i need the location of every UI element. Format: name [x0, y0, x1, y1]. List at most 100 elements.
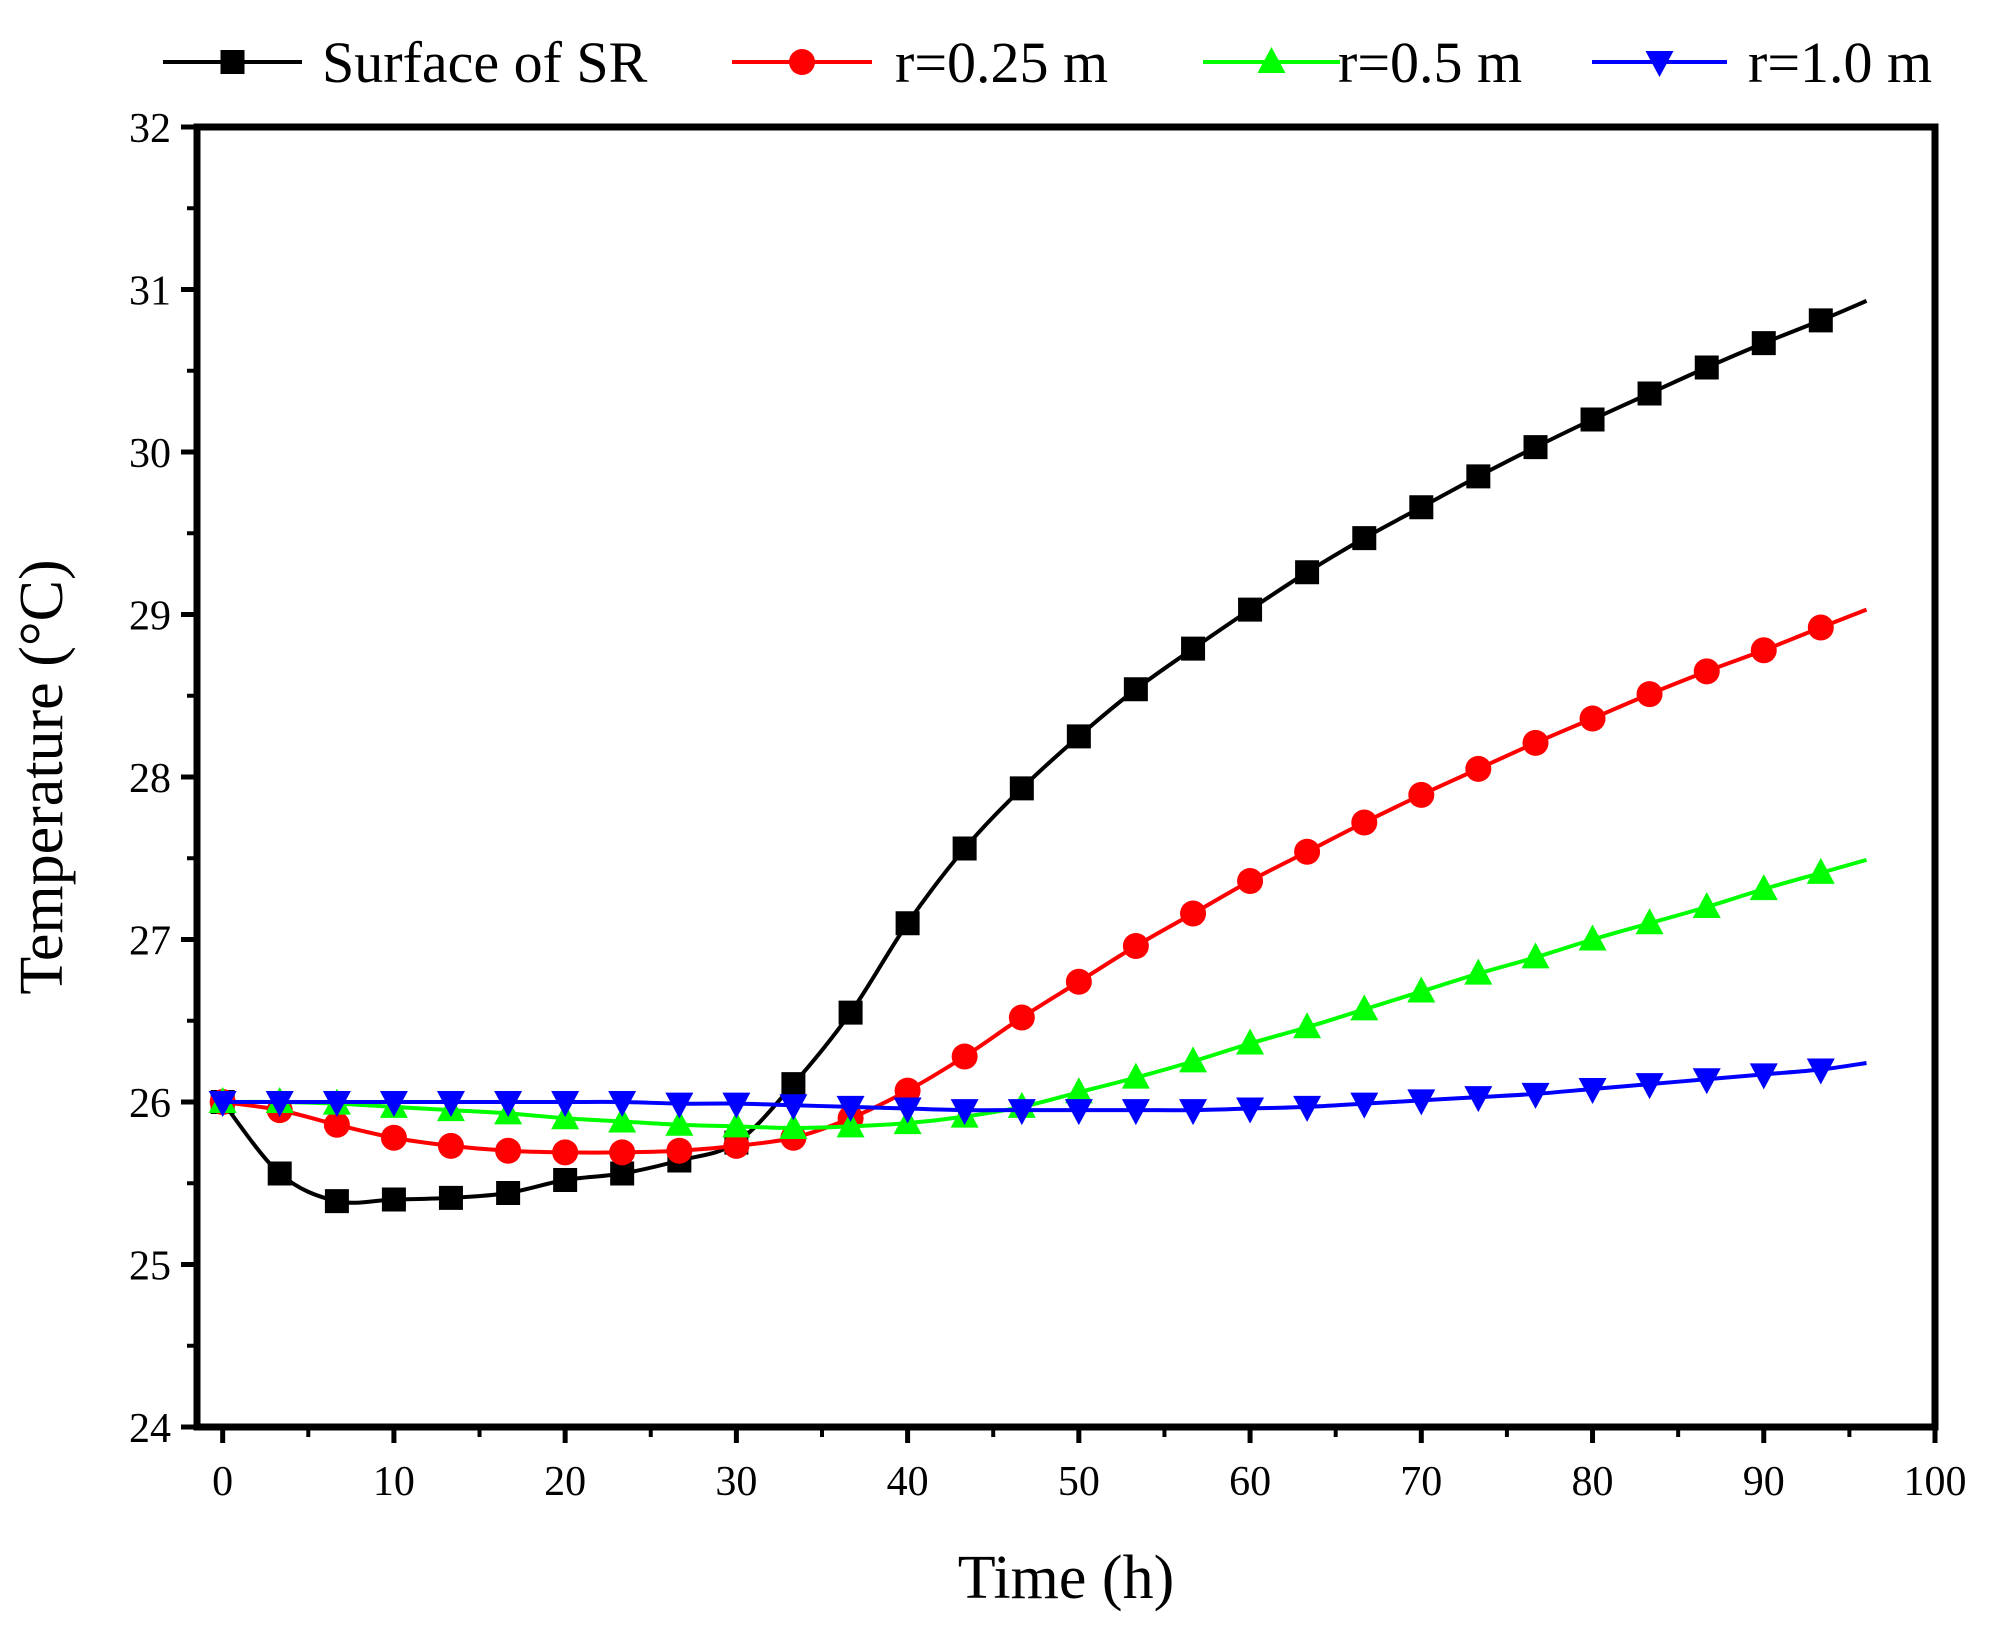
x-tick-label: 40	[887, 1459, 929, 1505]
data-point	[1064, 1099, 1093, 1126]
data-point	[951, 1043, 978, 1070]
data-point	[893, 1097, 922, 1124]
x-tick-label: 30	[715, 1459, 757, 1505]
y-tick-label: 24	[129, 1406, 171, 1452]
y-tick-label: 26	[129, 1081, 171, 1127]
y-tick-label: 29	[129, 594, 171, 640]
legend-label: r=0.25 m	[895, 30, 1108, 95]
data-point	[1407, 1089, 1436, 1116]
data-point	[722, 1092, 751, 1119]
data-point	[1179, 1099, 1208, 1126]
data-point	[1464, 958, 1493, 985]
data-point	[1693, 658, 1720, 685]
legend-marker	[1257, 47, 1286, 73]
y-axis-title: Temperature (°C)	[8, 559, 76, 994]
data-point	[323, 1111, 350, 1138]
data-point	[1521, 942, 1550, 969]
tick-labels: 0 10 20 30 40 50 60 70 80 90 100 24 25 26 27 28 29 30 31 32	[129, 106, 1967, 1505]
data-point	[1236, 1097, 1265, 1124]
data-point	[666, 1137, 693, 1164]
y-tick-label: 30	[129, 431, 171, 477]
data-point	[1750, 637, 1777, 664]
data-point	[665, 1109, 694, 1136]
plot-series	[208, 299, 1868, 1214]
y-tick-label: 32	[129, 106, 171, 152]
data-point	[1008, 1004, 1035, 1031]
series-1	[209, 607, 1868, 1166]
legend-marker	[789, 49, 815, 75]
data-point	[1295, 560, 1320, 585]
data-point	[495, 1137, 522, 1164]
legend-marker	[220, 50, 245, 74]
data-point	[496, 1181, 521, 1205]
data-point	[1237, 868, 1264, 894]
x-tick-label: 0	[212, 1459, 233, 1505]
data-point	[1751, 331, 1776, 356]
x-tick-label: 70	[1400, 1459, 1442, 1505]
data-point	[1637, 381, 1662, 406]
data-point	[381, 1187, 406, 1212]
legend-item: Surface of SR	[163, 30, 648, 95]
data-point	[895, 911, 920, 936]
data-point	[1578, 924, 1607, 951]
x-tick-label: 100	[1904, 1459, 1967, 1505]
data-point	[722, 1111, 751, 1138]
data-point	[1523, 435, 1548, 460]
data-point	[1749, 874, 1778, 901]
data-point	[1065, 968, 1092, 995]
data-point	[1350, 994, 1379, 1021]
legend-marker	[1645, 51, 1674, 77]
data-point	[838, 1000, 863, 1025]
data-point	[208, 1091, 237, 1117]
data-point	[1121, 1099, 1150, 1126]
y-tick-label: 27	[129, 919, 171, 965]
legend-item: r=1.0 m	[1592, 30, 1932, 95]
legend: Surface of SR r=0.25 m r=0.5 m r=1.0 m	[163, 30, 1932, 95]
data-point	[438, 1185, 463, 1210]
data-point	[1293, 1095, 1322, 1122]
data-point	[1580, 407, 1605, 432]
data-point	[1464, 1086, 1493, 1113]
data-point	[1407, 976, 1436, 1003]
data-point	[1806, 1058, 1835, 1085]
x-tick-label: 90	[1743, 1459, 1785, 1505]
data-point	[1692, 1068, 1721, 1095]
data-point	[609, 1139, 636, 1166]
y-tick-label: 31	[129, 269, 171, 315]
data-point	[836, 1111, 865, 1138]
data-point	[1806, 857, 1835, 884]
data-point	[1064, 1077, 1093, 1104]
series-3	[208, 1058, 1867, 1126]
data-point	[1236, 1028, 1265, 1055]
data-point	[781, 1072, 806, 1097]
data-point	[551, 1091, 580, 1117]
x-axis-title: Time (h)	[958, 1544, 1174, 1612]
data-point	[1009, 776, 1034, 801]
data-point	[552, 1139, 579, 1166]
x-tick-label: 60	[1229, 1459, 1271, 1505]
data-point	[779, 1094, 808, 1121]
data-point	[1351, 809, 1378, 836]
data-point	[836, 1095, 865, 1122]
data-point	[1066, 724, 1091, 749]
data-point	[437, 1132, 464, 1159]
x-tick-label: 50	[1058, 1459, 1100, 1505]
data-point	[1465, 755, 1492, 782]
data-point	[267, 1161, 292, 1186]
data-point	[1007, 1099, 1036, 1126]
y-tick-label: 28	[129, 756, 171, 802]
data-point	[1636, 681, 1663, 708]
data-point	[1579, 705, 1606, 732]
data-point	[380, 1124, 407, 1151]
data-point	[894, 1077, 921, 1104]
data-point	[950, 1099, 979, 1126]
series-line	[221, 299, 1868, 1205]
data-point	[1123, 677, 1148, 702]
data-point	[1635, 908, 1664, 935]
data-point	[322, 1091, 351, 1117]
data-point	[608, 1091, 637, 1117]
legend-label: Surface of SR	[322, 30, 648, 95]
x-tick-label: 20	[544, 1459, 586, 1505]
data-point	[1180, 900, 1207, 927]
legend-item: r=0.25 m	[732, 30, 1108, 95]
